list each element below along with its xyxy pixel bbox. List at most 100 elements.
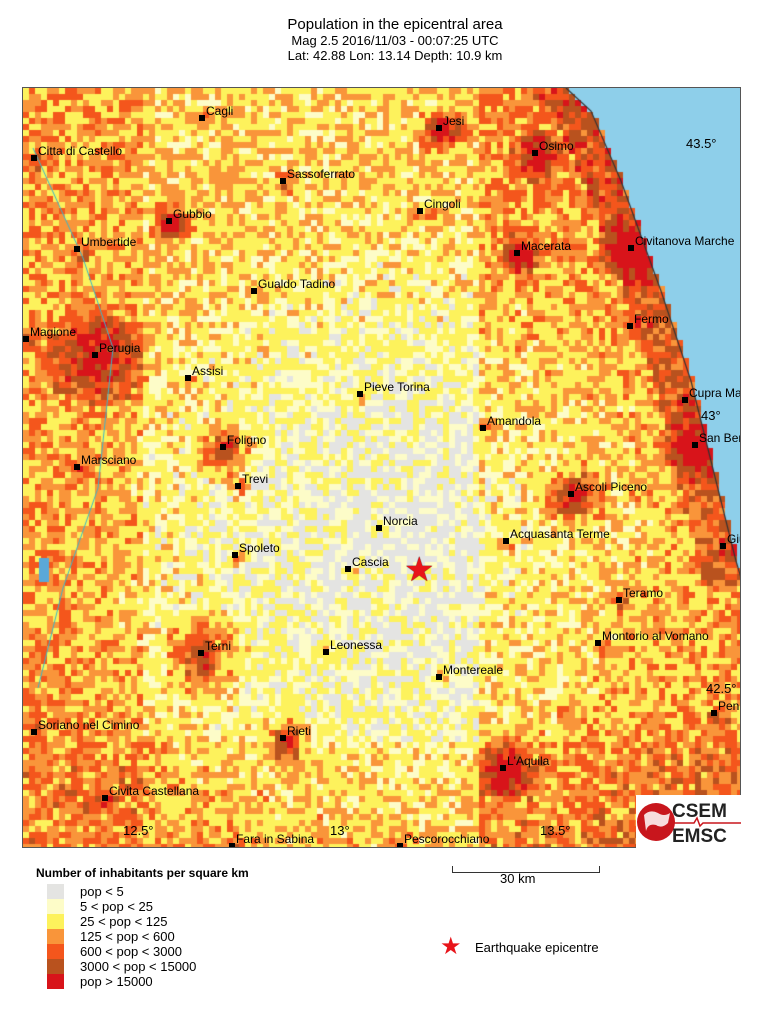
town-label: Montereale [443,663,504,677]
town-dot-icon [436,674,442,680]
population-raster [23,88,740,847]
svg-text:CSEM: CSEM [672,801,727,822]
town-label: Spoleto [239,541,280,555]
town-label: Ascoli Piceno [575,480,648,494]
epicentre-legend-star-icon: ★ [440,933,462,960]
town-dot-icon [232,552,238,558]
town-label: Macerata [521,239,572,253]
town-label: Marsciano [81,453,137,467]
town-dot-icon [627,323,633,329]
town-dot-icon [92,352,98,358]
town-label: Acquasanta Terme [510,527,610,541]
map-title: Population in the epicentral area [287,16,503,33]
legend-swatch [47,929,64,944]
town-label: L'Aquila [507,754,550,768]
town-dot-icon [74,464,80,470]
town-label: Cingoli [424,197,461,211]
town-label: Gualdo Tadino [258,277,336,291]
town-dot-icon [500,765,506,771]
epicentre-legend-label: Earthquake epicentre [475,940,599,955]
town-dot-icon [480,425,486,431]
town-dot-icon [323,649,329,655]
town-dot-icon [74,246,80,252]
town-dot-icon [692,442,698,448]
town-label: Magione [30,325,77,339]
latitude-label: 42.5° [706,681,737,696]
town-label: Penn [718,699,740,713]
latitude-label: 43.5° [686,136,717,151]
legend-label: pop > 15000 [80,974,153,989]
legend-swatch [47,959,64,974]
town-dot-icon [280,178,286,184]
town-label: Cagli [206,104,234,118]
town-label: Terni [205,639,232,653]
town-dot-icon [720,543,726,549]
legend-swatch [47,944,64,959]
town-dot-icon [345,566,351,572]
legend-label: pop < 5 [80,884,124,899]
scale-label: 30 km [500,871,536,886]
town-dot-icon [251,288,257,294]
town-label: Jesi [443,114,465,128]
legend-label: 5 < pop < 25 [80,899,154,914]
legend-swatch [47,914,64,929]
town-dot-icon [199,115,205,121]
town-dot-icon [357,391,363,397]
town-label: Leonessa [330,638,383,652]
legend-swatch [47,974,64,989]
town-dot-icon [198,650,204,656]
town-dot-icon [682,397,688,403]
population-map: Cagli Jesi Osimo Citta di Castello Sassoferr… [22,87,741,848]
legend-label: 3000 < pop < 15000 [80,959,197,974]
town-label: Cascia [352,555,389,569]
csem-emsc-logo: CSEM EMSC [636,795,742,849]
town-dot-icon [397,843,403,847]
town-label: Fermo [634,312,669,326]
town-dot-icon [616,597,622,603]
town-dot-icon [185,375,191,381]
town-label: Cupra Ma [689,386,741,400]
town-label: Osimo [539,139,574,153]
town-label: Trevi [242,472,269,486]
town-label: Citta di Castello [38,144,123,158]
town-dot-icon [436,125,442,131]
town-dot-icon [102,795,108,801]
town-label: Assisi [192,364,224,378]
town-label: Gubbio [173,207,212,221]
town-label: Teramo [623,586,664,600]
legend-swatch [47,884,64,899]
legend-label: 600 < pop < 3000 [80,944,182,959]
svg-text:EMSC: EMSC [672,826,727,847]
town-dot-icon [514,250,520,256]
town-label: Civitanova Marche [635,234,735,248]
town-label: Norcia [383,514,418,528]
town-dot-icon [376,525,382,531]
town-dot-icon [31,155,37,161]
town-dot-icon [532,150,538,156]
town-dot-icon [280,735,286,741]
town-label: Foligno [227,433,267,447]
town-label: Montorio al Vomano [602,629,709,643]
town-dot-icon [595,640,601,646]
event-magnitude-time: Mag 2.5 2016/11/03 - 00:07:25 UTC [291,33,499,48]
longitude-label: 13.5° [540,823,571,838]
town-label: Fara in Sabina [236,832,315,846]
epicentre-star-icon: ★ [404,551,435,589]
longitude-label: 13° [330,823,350,838]
town-dot-icon [220,444,226,450]
town-label: Rieti [287,724,312,738]
scale-bar [452,866,600,873]
town-label: Sassoferrato [287,167,356,181]
town-label: Perugia [99,341,141,355]
town-label: Soriano nel Cimino [38,718,140,732]
legend-label: 25 < pop < 125 [80,914,168,929]
town-dot-icon [166,218,172,224]
town-dot-icon [23,336,29,342]
town-label: Umbertide [81,235,137,249]
town-label: Pescorocchiano [404,832,490,846]
legend-label: 125 < pop < 600 [80,929,175,944]
town-label: Giu [727,532,740,546]
legend-swatch [47,899,64,914]
town-dot-icon [628,245,634,251]
town-dot-icon [711,710,717,716]
